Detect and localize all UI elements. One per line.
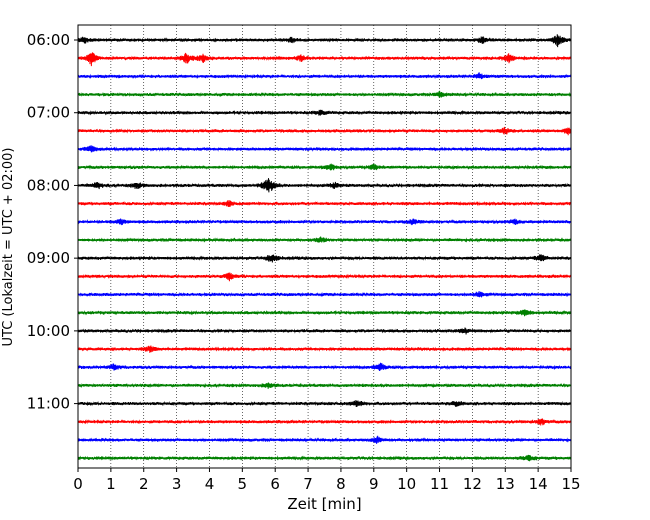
trace-line [77, 163, 572, 171]
x-tick-label: 15 [561, 475, 580, 493]
trace-line [77, 272, 572, 282]
trace-line [77, 218, 572, 226]
trace-line [77, 454, 572, 462]
trace-line [77, 145, 572, 153]
x-tick-label: 2 [139, 475, 149, 493]
trace-line [77, 382, 572, 389]
x-axis-label: Zeit [min] [287, 495, 361, 513]
x-tick-label: 11 [430, 475, 449, 493]
x-tick-label: 9 [369, 475, 379, 493]
trace-line [77, 199, 572, 207]
trace-line [77, 345, 572, 353]
plot-frame [77, 24, 572, 469]
y-tick-label: 10:00 [27, 322, 70, 340]
x-tick-label: 7 [303, 475, 313, 493]
x-tick-label: 0 [73, 475, 83, 493]
trace-line [77, 254, 572, 263]
x-tick-label: 3 [172, 475, 182, 493]
trace-line [77, 400, 572, 407]
x-tick-label: 12 [463, 475, 482, 493]
trace-line [77, 52, 572, 67]
x-tick-label: 6 [270, 475, 280, 493]
y-tick-label: 06:00 [27, 31, 70, 49]
x-tick-label: 14 [529, 475, 548, 493]
plot-background [78, 25, 571, 468]
x-gridlines [110, 25, 539, 468]
trace-line [77, 236, 572, 243]
x-tick-label: 10 [397, 475, 416, 493]
trace-line [77, 309, 572, 317]
trace-line [77, 291, 572, 298]
trace-line [77, 126, 572, 136]
seismic-traces [77, 34, 572, 462]
trace-line [77, 109, 572, 116]
x-tick-label: 1 [106, 475, 116, 493]
x-tick-label: 5 [238, 475, 248, 493]
x-tick-label: 4 [205, 475, 215, 493]
y-tick-label: 11:00 [27, 395, 70, 413]
x-axis-ticks: 0 1 2 3 4 5 6 7 8 9 10 11 12 13 14 15 [73, 468, 581, 493]
trace-line [77, 90, 572, 98]
y-tick-label: 07:00 [27, 104, 70, 122]
trace-line [77, 178, 572, 193]
trace-line [77, 435, 572, 444]
y-axis-label: UTC (Lokalzeit = UTC + 02:00) [1, 148, 16, 347]
y-tick-label: 09:00 [27, 249, 70, 267]
y-tick-label: 08:00 [27, 176, 70, 194]
y-axis-ticks: 06:00 07:00 08:00 09:00 10:00 11:00 [27, 31, 78, 413]
trace-line [77, 327, 572, 335]
trace-line [77, 34, 572, 48]
trace-line [77, 418, 572, 426]
trace-line [77, 362, 572, 371]
x-tick-label: 13 [496, 475, 515, 493]
trace-line [77, 72, 572, 80]
x-tick-label: 8 [336, 475, 346, 493]
